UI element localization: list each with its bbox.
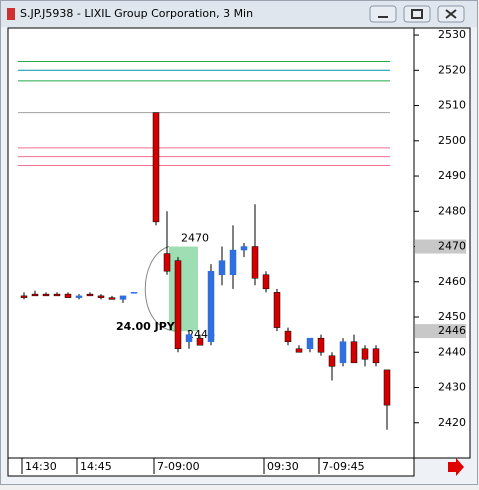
candle-body — [97, 295, 105, 298]
y-tick-label: 2520 — [438, 63, 466, 76]
candle-body — [218, 260, 226, 275]
candle-body — [284, 330, 292, 342]
scroll-arrow[interactable] — [448, 458, 464, 476]
candle-body — [350, 341, 358, 364]
window-buttons — [369, 5, 465, 23]
close-icon — [445, 9, 457, 19]
y-tick-label: 2480 — [438, 204, 466, 217]
candle-body — [262, 274, 270, 290]
candle-body — [31, 293, 39, 297]
y-tick-label: 2460 — [438, 275, 466, 288]
window-title: S.JP.J5938 - LIXIL Group Corporation, 3 … — [20, 7, 253, 20]
y-tick-label: 2490 — [438, 169, 466, 182]
candle-body — [174, 260, 182, 349]
candle-body — [53, 293, 61, 297]
x-tick-label: 7-09:00 — [157, 460, 200, 473]
candle-body — [86, 293, 94, 297]
measure-box — [169, 246, 198, 332]
x-axis-area — [7, 457, 415, 477]
maximize-icon — [411, 9, 423, 19]
candle-body — [361, 348, 369, 360]
x-tick-label: 14:45 — [80, 460, 112, 473]
x-tick-label: 14:30 — [25, 460, 57, 473]
candle-body — [20, 295, 28, 298]
measure-from-label: 2470 — [181, 232, 209, 245]
maximize-button[interactable] — [403, 5, 431, 23]
candle-body — [75, 295, 83, 298]
candle-body — [64, 293, 72, 298]
y-tick-label: 2420 — [438, 416, 466, 429]
candle-body — [152, 112, 160, 223]
candle-body — [207, 270, 215, 342]
minimize-button[interactable] — [369, 5, 397, 23]
measure-label: 24.00 JPY — [116, 320, 176, 333]
candle-body — [119, 295, 127, 300]
window-icon — [7, 8, 15, 20]
candle-body — [295, 348, 303, 353]
candle-body — [163, 253, 171, 272]
candle-body — [42, 293, 50, 297]
title-bar — [1, 1, 477, 27]
candle-body — [130, 292, 138, 294]
candle-body — [108, 297, 116, 300]
candle-body — [240, 246, 248, 251]
measure-arc — [144, 246, 179, 332]
y-tick-label: 2430 — [438, 381, 466, 394]
x-tick-label: 09:30 — [267, 460, 299, 473]
candle-body — [383, 369, 391, 406]
y-tick-label: 2530 — [438, 28, 466, 41]
plot-area — [7, 27, 415, 459]
y-tick-label: 2450 — [438, 310, 466, 323]
candle-body — [196, 337, 204, 346]
candle-body — [251, 246, 259, 279]
candle-body — [229, 249, 237, 275]
x-tick-label: 7-09:45 — [322, 460, 365, 473]
y-tick-label: 2510 — [438, 99, 466, 112]
candle-body — [306, 337, 314, 349]
price-marker-label: 2470 — [438, 240, 466, 253]
candle-body — [339, 341, 347, 364]
price-marker-box — [415, 324, 466, 339]
candle-body — [185, 334, 193, 342]
price-marker-box — [415, 239, 466, 254]
candle-body — [273, 292, 281, 328]
price-marker-label: 2446 — [438, 324, 466, 337]
y-tick-label: 2500 — [438, 134, 466, 147]
y-tick-label: 2440 — [438, 345, 466, 358]
candle-body — [372, 348, 380, 364]
candle-body — [317, 337, 325, 353]
candle-body — [328, 355, 336, 367]
